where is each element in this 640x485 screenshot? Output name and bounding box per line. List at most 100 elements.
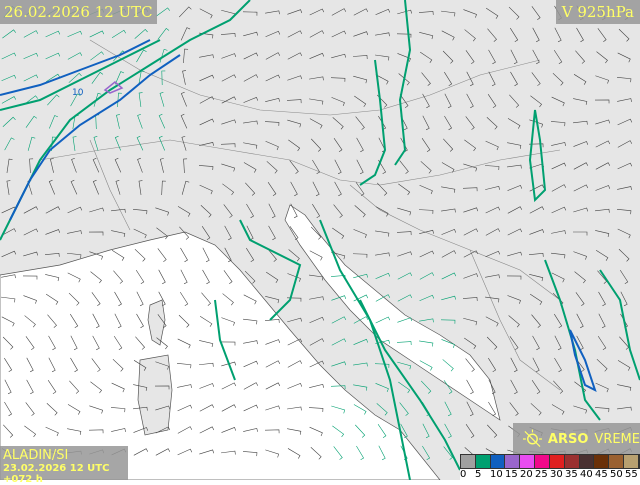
wind-barb xyxy=(221,450,236,455)
wind-barb xyxy=(554,313,563,329)
wind-barb xyxy=(595,119,611,125)
wind-barb xyxy=(333,138,343,152)
wind-barb xyxy=(45,426,59,437)
wind-barb xyxy=(199,383,215,389)
corsica xyxy=(147,299,166,346)
wind-barb xyxy=(355,424,366,438)
wind-barb xyxy=(419,250,435,258)
wind-barb xyxy=(375,316,391,324)
wind-barb xyxy=(485,316,499,327)
wind-barb xyxy=(220,143,236,148)
wind-barb xyxy=(507,118,521,129)
wind-barb xyxy=(220,33,236,37)
wind-barb xyxy=(618,28,630,42)
wind-barb xyxy=(331,361,347,367)
legend-swatch xyxy=(579,455,595,468)
wind-barb xyxy=(528,143,544,148)
arso-logo: ARSO VREME xyxy=(513,423,640,455)
wind-barb xyxy=(288,139,301,152)
wind-barb xyxy=(45,252,60,257)
wind-barb xyxy=(177,404,193,412)
wind-barb xyxy=(287,360,303,368)
wind-barb xyxy=(594,407,610,413)
wind-barb xyxy=(287,448,301,459)
wind-barb xyxy=(48,357,56,373)
wind-barb xyxy=(69,380,80,394)
wind-barb xyxy=(266,161,278,174)
wind-barb xyxy=(89,30,105,38)
wind-barb xyxy=(353,8,369,16)
wind-barb xyxy=(136,291,144,307)
wind-barb xyxy=(265,30,281,38)
wind-barb xyxy=(223,204,233,218)
wind-barb xyxy=(70,357,78,373)
wind-barb xyxy=(309,118,323,129)
wind-barb xyxy=(114,291,122,307)
wind-barb xyxy=(6,180,11,195)
wind-barb xyxy=(88,231,104,236)
wind-barb xyxy=(243,74,259,82)
wind-barb xyxy=(47,380,57,395)
wind-barb xyxy=(199,142,214,146)
arso-sun-icon xyxy=(523,429,542,447)
wind-barb xyxy=(221,404,237,412)
wind-barb xyxy=(488,379,496,395)
legend-swatch xyxy=(490,455,506,468)
wind-barb xyxy=(598,313,606,329)
wind-barb xyxy=(221,119,237,125)
wind-barb xyxy=(617,384,632,391)
wind-barb xyxy=(199,362,214,367)
wind-barb xyxy=(111,382,125,393)
wind-barb xyxy=(1,250,17,258)
wind-barb xyxy=(177,384,192,389)
legend-tick: 10 xyxy=(490,469,503,480)
wind-barb xyxy=(309,360,325,368)
wind-barb xyxy=(155,207,170,216)
wind-barb xyxy=(180,269,188,285)
wind-barb xyxy=(221,427,237,433)
wind-barb xyxy=(509,94,520,108)
wind-barb xyxy=(309,52,325,59)
wind-barb xyxy=(221,382,237,390)
wind-barb xyxy=(67,272,81,283)
wind-barb xyxy=(224,247,232,263)
wind-barb xyxy=(488,357,497,373)
wind-barb xyxy=(156,337,168,350)
wind-barb xyxy=(573,141,589,147)
wind-barb xyxy=(45,73,61,83)
wind-barb xyxy=(334,159,342,175)
wind-barb xyxy=(47,94,60,106)
wind-barb xyxy=(265,97,280,102)
wind-barb xyxy=(419,318,434,323)
wind-barb xyxy=(419,294,435,302)
wind-barb xyxy=(23,228,39,236)
wind-barb xyxy=(508,6,520,20)
wind-barb xyxy=(221,317,235,326)
wind-barb xyxy=(155,426,171,434)
wind-barb xyxy=(69,313,79,329)
wind-barb xyxy=(422,93,430,109)
wind-barb xyxy=(161,70,166,86)
wind-barb xyxy=(265,74,281,82)
wind-barb xyxy=(70,179,78,195)
wind-barb xyxy=(89,405,104,414)
wind-barb xyxy=(111,407,126,413)
wind-barb xyxy=(397,251,413,257)
wind-barb xyxy=(486,117,498,130)
wind-barb xyxy=(441,228,457,235)
wind-barb xyxy=(92,157,100,173)
legend-swatch xyxy=(609,455,625,468)
wind-barb xyxy=(333,204,343,218)
wind-barb xyxy=(312,181,320,197)
wind-barb xyxy=(352,55,368,60)
wind-barb xyxy=(330,385,346,390)
wind-barb xyxy=(530,403,542,416)
wind-barb xyxy=(400,423,408,439)
wind-barb xyxy=(507,251,522,257)
wind-barb xyxy=(617,140,633,148)
wind-barb xyxy=(267,248,277,262)
wind-barb xyxy=(510,71,518,87)
wind-barb xyxy=(177,362,192,369)
wind-barb xyxy=(286,297,302,302)
wind-barb xyxy=(138,92,143,107)
